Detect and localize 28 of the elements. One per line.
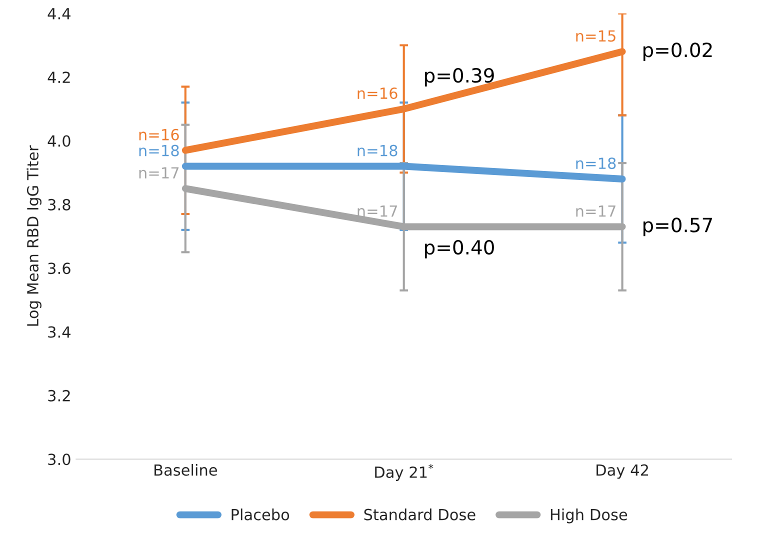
annotation: p=0.57 xyxy=(644,218,712,236)
y-tick-label: 3.6 xyxy=(48,262,70,274)
annotation: p=0.02 xyxy=(644,42,712,62)
annotation: n=16 xyxy=(358,87,398,100)
y-tick-label: 4.4 xyxy=(48,8,70,20)
y-tick-label: 3.2 xyxy=(48,390,70,402)
annotation: n=17 xyxy=(358,205,397,217)
y-tick-label: 4.2 xyxy=(48,72,70,83)
annotation: n=16 xyxy=(139,128,179,140)
annotation: n=18 xyxy=(576,158,616,170)
legend-label: Standard Dose xyxy=(364,508,476,520)
y-tick-label: 3.4 xyxy=(48,326,70,338)
y-tick-label: 4.0 xyxy=(48,135,70,147)
y-tick-label: 3.0 xyxy=(48,454,70,466)
annotation: p=0.39 xyxy=(425,68,494,87)
annotation: n=18 xyxy=(139,144,179,156)
legend-label: Placebo xyxy=(232,508,290,520)
x-tick-label: Day 21$^{*}$ xyxy=(375,464,434,481)
annotation: n=15 xyxy=(576,30,616,42)
y-tick-label: 3.8 xyxy=(48,198,70,210)
x-tick-label: Day 42 xyxy=(596,464,648,479)
x-tick-label: Baseline xyxy=(154,464,217,476)
annotation: n=18 xyxy=(358,144,398,156)
annotation: n=17 xyxy=(139,167,179,178)
annotation: n=17 xyxy=(576,205,616,217)
y-axis-title: Log Mean RBD IgG Titer xyxy=(26,145,42,326)
annotation: p=0.40 xyxy=(425,240,494,258)
legend-label: High Dose xyxy=(550,508,628,524)
